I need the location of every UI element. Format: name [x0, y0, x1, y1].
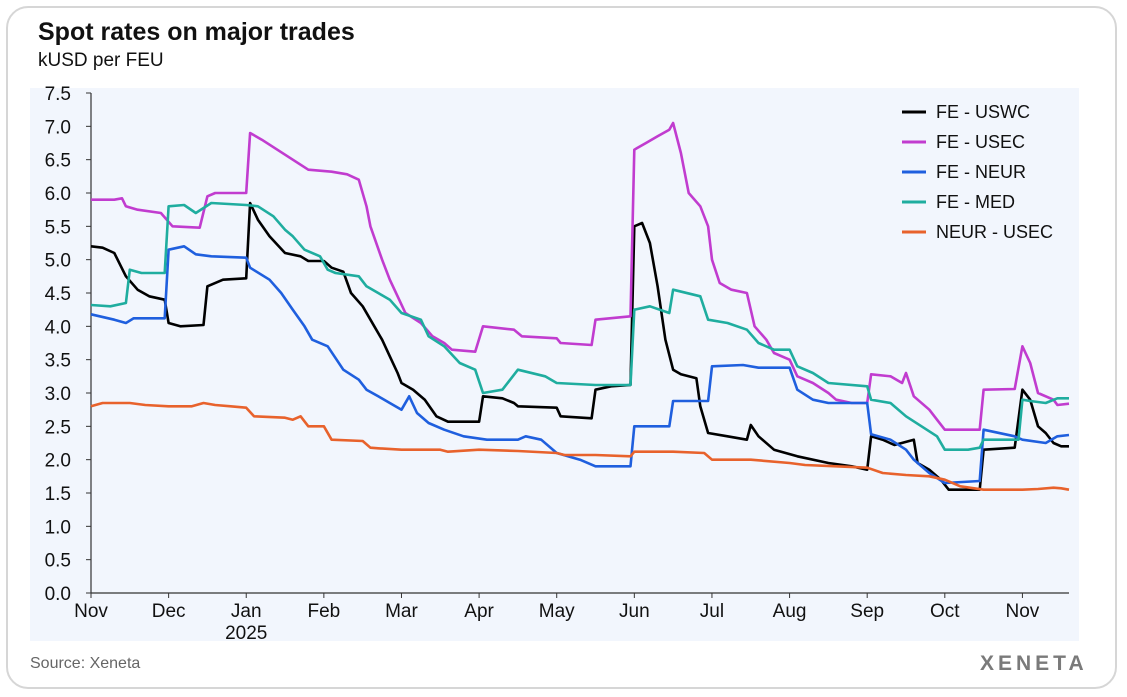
y-tick-label: 3.5 [45, 351, 71, 372]
x-tick-label: Jul [700, 601, 724, 622]
x-tick-label: Nov [74, 601, 108, 622]
x-tick-label: Nov [1006, 601, 1040, 622]
x-tick-label: Mar [385, 601, 418, 622]
y-tick-label: 1.0 [45, 517, 71, 538]
legend-label: FE - MED [936, 192, 1015, 212]
series-line-fe-usec [91, 121, 1070, 431]
series-line-fe-neur [90, 245, 1070, 485]
axes: 0.0 0.5 1.0 1.5 2.0 2.5 3.0 3.5 4.0 4.5 5.0 5.5 6.0 6… [45, 84, 1069, 644]
source-note: Source: Xeneta [30, 655, 141, 672]
y-tick-label: 6.0 [45, 184, 71, 205]
y-tick-label: 1.5 [45, 484, 71, 505]
legend-label: NEUR - USEC [936, 222, 1053, 242]
x-tick-label: Apr [464, 601, 494, 622]
series-line-neur-usec [90, 401, 1070, 491]
legend-label: FE - NEUR [936, 162, 1026, 182]
legend-label: FE - USWC [936, 102, 1030, 122]
y-tick-label: 2.0 [45, 451, 71, 472]
y-tick-label: 4.5 [45, 284, 71, 305]
y-tick-label: 3.0 [45, 384, 71, 405]
x-tick-label: May [539, 601, 575, 622]
legend-label: FE - USEC [936, 132, 1025, 152]
y-tick-label: 5.5 [45, 217, 71, 238]
xeneta-logo: XENETA [980, 652, 1088, 675]
x-tick-label: Feb [307, 601, 340, 622]
y-tick-label: 2.5 [45, 417, 71, 438]
x-tick-label: Oct [930, 601, 960, 622]
x-tick-label: Sep [850, 601, 884, 622]
y-tick-label: 7.0 [45, 117, 71, 138]
x-tick-label: Aug [773, 601, 807, 622]
chart-subtitle: kUSD per FEU [38, 50, 164, 71]
y-tick-label: 0.5 [45, 551, 71, 572]
x-tick-label: Dec [152, 601, 186, 622]
chart-title: Spot rates on major trades [38, 18, 355, 46]
legend: FE - USWC FE - USEC FE - NEUR FE - MED NEUR … [902, 102, 1053, 242]
y-tick-label: 7.5 [45, 84, 71, 105]
series-line-fe-med [90, 201, 1069, 451]
y-tick-label: 0.0 [45, 584, 71, 605]
y-tick-label: 5.0 [45, 251, 71, 272]
x-tick-label: Jun [619, 601, 650, 622]
series-layer [90, 121, 1070, 491]
x-tick-year-label: 2025 [225, 623, 267, 644]
y-tick-label: 4.0 [45, 317, 71, 338]
x-tick-label: Jan [231, 601, 262, 622]
series-line-fe-uswc [90, 201, 1069, 491]
y-tick-label: 6.5 [45, 151, 71, 172]
plot-area [30, 88, 1079, 641]
